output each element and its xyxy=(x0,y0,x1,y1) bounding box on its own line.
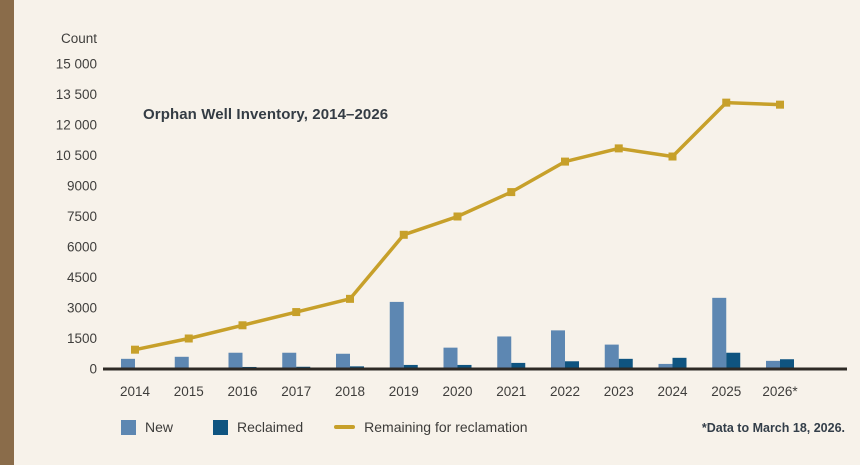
y-tick-label: 3000 xyxy=(67,301,97,316)
bar-new xyxy=(121,358,135,369)
line-marker-icon xyxy=(131,345,139,354)
x-tick-label: 2017 xyxy=(281,384,311,399)
x-tick-label: 2019 xyxy=(389,384,419,399)
legend-swatch-reclaimed-icon xyxy=(213,419,229,435)
y-tick-label: 1500 xyxy=(67,331,97,346)
legend-label-remaining: Remaining for reclamation xyxy=(364,419,528,435)
line-marker-icon xyxy=(238,321,247,330)
line-marker-icon xyxy=(722,98,731,107)
y-axis-title: Count xyxy=(60,31,97,46)
bar-new xyxy=(658,363,673,369)
line-marker-icon xyxy=(668,152,677,161)
bar-reclaimed xyxy=(457,364,472,369)
x-tick-label: 2014 xyxy=(120,384,151,399)
x-tick-label: 2025 xyxy=(711,384,741,399)
bar-new xyxy=(336,353,350,369)
y-tick-label: 7500 xyxy=(67,209,97,224)
left-accent-stripe xyxy=(0,0,14,465)
y-tick-label: 0 xyxy=(89,362,97,377)
bar-new xyxy=(551,330,565,369)
bar-new xyxy=(389,301,404,369)
bar-new xyxy=(228,352,243,369)
legend-item-new: New xyxy=(121,419,173,435)
line-marker-icon xyxy=(561,157,569,166)
x-tick-label: 2021 xyxy=(496,384,526,399)
legend-item-remaining: Remaining for reclamation xyxy=(334,419,528,435)
footnote: *Data to March 18, 2026. xyxy=(701,421,845,435)
x-tick-label: 2023 xyxy=(604,384,634,399)
line-marker-icon xyxy=(399,230,408,239)
bar-new xyxy=(766,360,780,369)
line-marker-icon xyxy=(292,308,301,317)
legend-item-reclaimed: Reclaimed xyxy=(213,419,303,435)
legend-label-new: New xyxy=(145,419,174,435)
line-marker-icon xyxy=(346,294,354,303)
bar-new xyxy=(712,297,727,369)
x-tick-label: 2016 xyxy=(227,384,257,399)
legend: New Reclaimed Remaining for reclamation xyxy=(121,419,528,435)
legend-line-swatch-icon xyxy=(334,425,356,429)
chart-plot-area: 15 000 13 500 12 000 10 500 9000 7500 6000 4500… xyxy=(56,57,847,399)
bar-new xyxy=(282,352,297,369)
line-marker-icon xyxy=(776,100,784,109)
y-tick-label: 10 500 xyxy=(56,148,97,163)
bar-new xyxy=(443,347,458,369)
line-marker-icon xyxy=(507,188,516,197)
legend-swatch-new-icon xyxy=(121,419,136,435)
bar-new xyxy=(604,344,619,369)
x-tick-label: 2020 xyxy=(442,384,472,399)
y-tick-label: 12 000 xyxy=(56,118,97,133)
y-tick-label: 4500 xyxy=(67,270,97,285)
bar-reclaimed xyxy=(726,352,741,369)
legend-label-reclaimed: Reclaimed xyxy=(237,419,304,435)
x-tick-label: 2015 xyxy=(174,384,204,399)
x-tick-label: 2024 xyxy=(657,384,688,399)
chart-title: Orphan Well Inventory, 2014–2026 xyxy=(143,106,389,123)
bar-reclaimed xyxy=(565,361,579,369)
x-tick-label: 2018 xyxy=(335,384,365,399)
remaining-line xyxy=(134,100,781,352)
line-marker-icon xyxy=(453,212,462,221)
line-marker-icon xyxy=(614,144,623,153)
bar-reclaimed xyxy=(672,357,687,369)
y-tick-label: 9000 xyxy=(67,179,97,194)
y-tick-label: 6000 xyxy=(67,240,97,255)
y-tick-label: 13 500 xyxy=(56,87,97,102)
y-tick-label: 15 000 xyxy=(56,57,97,72)
x-tick-label: 2022 xyxy=(550,384,580,399)
x-tick-label: 2026* xyxy=(762,384,798,399)
line-marker-icon xyxy=(184,334,193,343)
bar-new xyxy=(174,356,189,369)
bar-reclaimed xyxy=(403,364,418,369)
bar-new xyxy=(497,336,512,369)
bar-reclaimed xyxy=(780,359,794,369)
bar-reclaimed xyxy=(618,358,633,369)
bar-reclaimed xyxy=(511,362,526,369)
